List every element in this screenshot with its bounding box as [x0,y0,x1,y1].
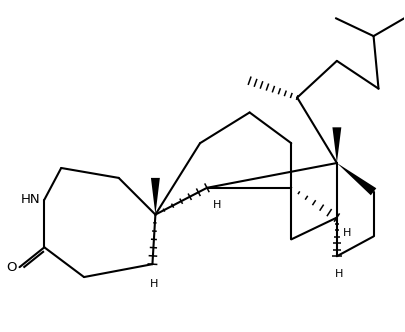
Text: H: H [334,269,342,279]
Polygon shape [151,178,160,214]
Text: HN: HN [21,193,40,206]
Text: H: H [342,228,350,238]
Polygon shape [336,163,375,195]
Text: H: H [150,279,158,289]
Text: O: O [6,261,17,274]
Text: H: H [212,200,221,210]
Polygon shape [332,127,341,163]
